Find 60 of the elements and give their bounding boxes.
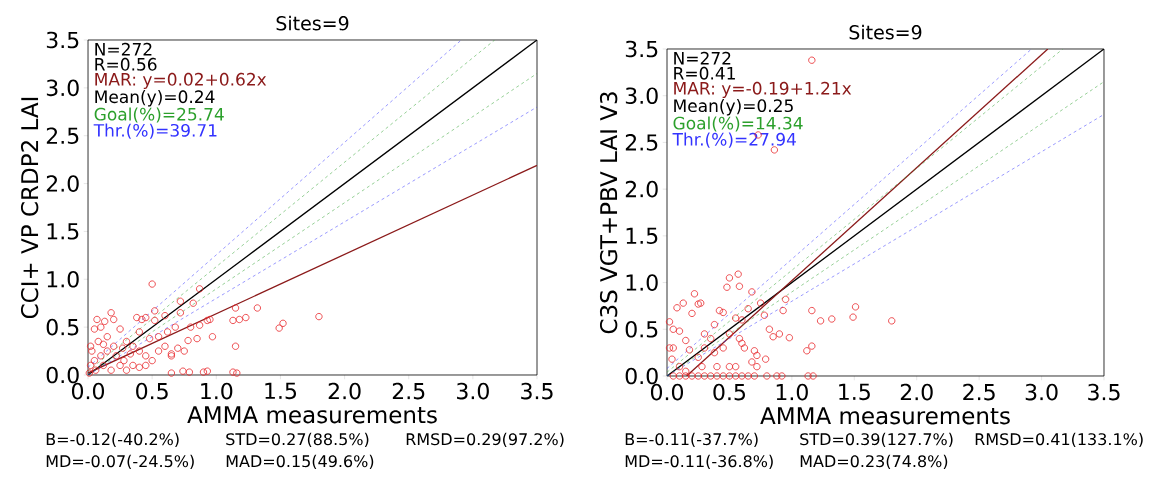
x-tick-label: 3.5 [1088,383,1120,401]
x-tick-label: 2.0 [328,382,361,400]
y-tick-label: 3.0 [625,87,658,105]
x-tick-label: 0.5 [136,382,168,400]
x-axis-title: AMMA measurements [760,407,1010,425]
text: RMSD=0.41(133.1%) [975,432,1143,448]
text: MAR: y=0.02+0.62x [95,72,267,90]
text: Goal(%)=14.34 [673,116,803,132]
x-tick-label: 3.0 [457,382,489,400]
y-tick-label: 2.0 [46,175,79,192]
annotation: N=272 [674,51,731,65]
y-tick-label: 1.5 [47,223,79,240]
x-tick-label: 3.5 [521,382,553,400]
text: MAD=0.23(74.8%) [800,454,948,470]
y-tick-label: 1.0 [47,270,79,288]
chart-title: Sites=9 [276,15,349,31]
text: B=-0.11(-37.7%) [625,432,758,448]
x-tick-label: 0.0 [71,382,105,400]
text: MAD=0.15(49.6%) [226,454,374,470]
chart-title: Sites=9 [849,24,922,40]
x-tick-label: 0.0 [650,383,684,401]
y-tick-label: 2.5 [625,134,658,151]
y-tick-label: 0.5 [625,320,658,338]
x-tick-label: 1.5 [265,382,297,400]
x-axis-title: AMMA measurements [187,406,437,424]
text: Thr.(%)=39.71 [93,123,217,139]
y-tick-label: 0.5 [46,318,79,336]
text: B=-0.12(-40.2%) [46,432,179,448]
annotation: Mean(y)=0.24 [95,90,215,107]
text: RMSD=0.29(97.2%) [406,432,564,448]
text: STD=0.39(127.7%) [800,432,953,448]
y-tick-label: 3.0 [46,79,79,97]
y-tick-label: 2.5 [46,127,79,145]
text: STD=0.27(88.5%) [226,432,369,448]
y-tick-label: 0.0 [46,366,79,384]
y-tick-label: 1.0 [626,274,658,291]
x-tick-label: 1.0 [201,382,233,400]
x-tick-label: 2.5 [963,383,995,401]
annotation: R=0.56 [95,57,157,71]
text: Thr.(%)=27.94 [672,132,796,148]
text: MD=-0.07(-24.5%) [46,454,194,470]
y-axis-title: CCI+ VP CRDP2 LAI [20,97,39,319]
x-tick-label: 2.5 [392,382,425,400]
x-tick-label: 1.0 [776,383,808,401]
x-tick-label: 3.0 [1025,383,1058,401]
y-tick-label: 3.5 [46,31,79,49]
x-tick-label: 1.5 [839,383,870,401]
y-tick-label: 0.0 [625,367,658,385]
x-tick-label: 2.0 [900,383,933,401]
y-tick-label: 1.5 [626,227,658,245]
y-axis-title: C3S VGT+PBV LAI V3 [599,92,618,334]
text: MD=-0.11(-36.8%) [625,454,773,470]
y-tick-label: 2.0 [625,180,658,198]
text: MAR: y=-0.19+1.21x [674,81,852,98]
annotation: Mean(y)=0.25 [674,98,793,116]
x-tick-label: 0.5 [713,383,745,401]
annotation: R=0.41 [674,66,735,80]
text: Goal(%)=25.74 [94,107,224,123]
y-tick-label: 3.5 [625,40,658,58]
annotation: N=272 [95,42,152,56]
